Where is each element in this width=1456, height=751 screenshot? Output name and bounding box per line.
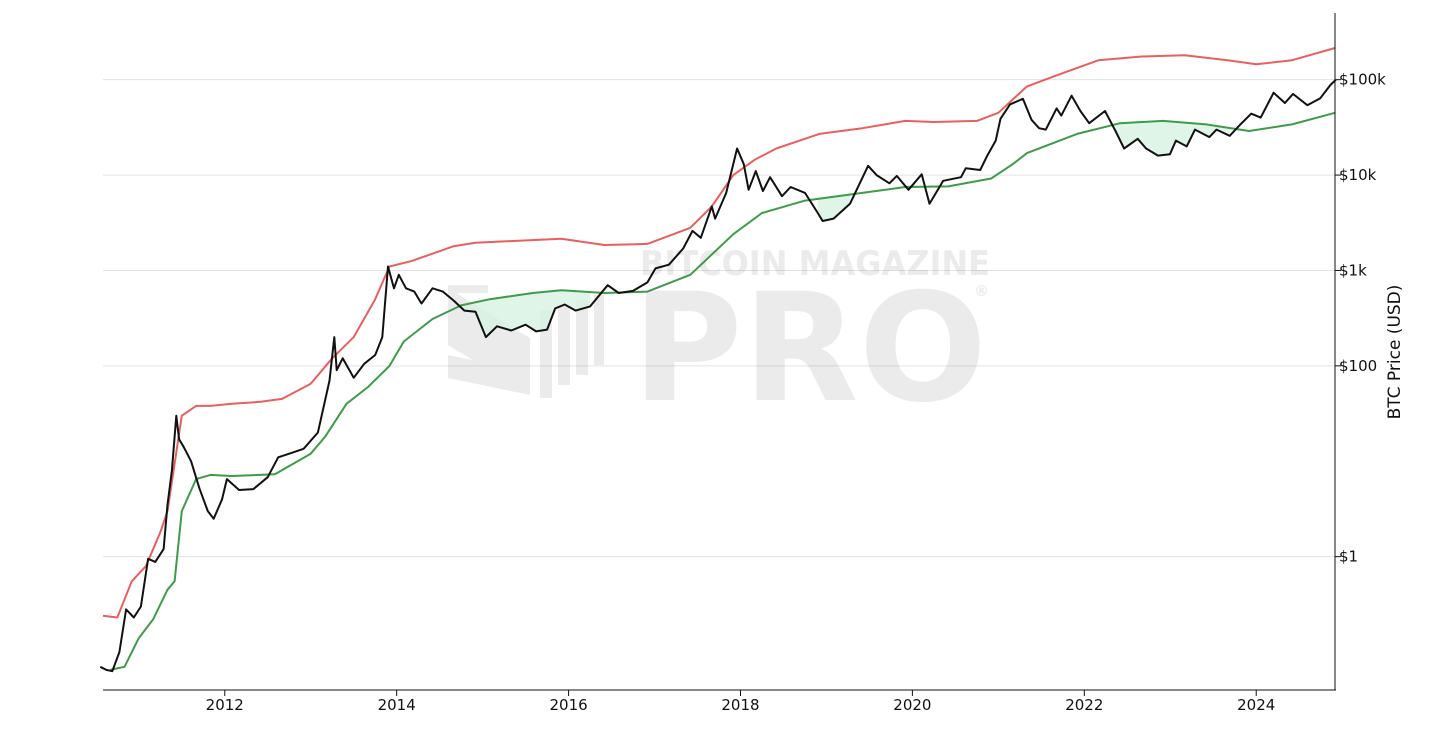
lower-band-line xyxy=(109,111,1336,671)
y-tick-label: $1 xyxy=(1339,548,1358,566)
y-tick-label: $100 xyxy=(1339,357,1377,375)
series-lines xyxy=(99,47,1337,673)
btc-price-line xyxy=(99,78,1337,673)
x-tick-label: 2020 xyxy=(893,696,931,714)
upper-band-line xyxy=(102,47,1336,619)
below-band-fill xyxy=(817,194,850,221)
x-tick-label: 2014 xyxy=(378,696,416,714)
gridlines xyxy=(103,79,1335,558)
x-tick-label: 2018 xyxy=(721,696,759,714)
x-tick-label: 2022 xyxy=(1065,696,1103,714)
value-zone-fills xyxy=(464,121,1230,338)
watermark-logo-icon xyxy=(448,285,604,398)
y-tick-label: $10k xyxy=(1339,166,1377,184)
x-tick-label: 2016 xyxy=(549,696,587,714)
y-tick-label: $1k xyxy=(1339,261,1367,279)
watermark-registered: ® xyxy=(974,282,989,300)
below-band-fill xyxy=(1115,121,1230,156)
y-axis-title: BTC Price (USD) xyxy=(1385,285,1405,420)
watermark-title: BITCOIN MAGAZINE xyxy=(640,244,990,284)
x-tick-label: 2012 xyxy=(206,696,244,714)
y-tick-label: $100k xyxy=(1339,71,1386,89)
below-band-fill xyxy=(464,290,591,338)
x-axis-ticks: 2012 2014 2016 2018 2020 2022 2024 xyxy=(206,690,1275,714)
y-axis-ticks: $100k $10k $1k $100 $1 xyxy=(1335,71,1386,566)
watermark-pro: PRO xyxy=(632,262,987,436)
watermark: BITCOIN MAGAZINE PRO ® xyxy=(448,244,990,436)
x-tick-label: 2024 xyxy=(1237,696,1275,714)
